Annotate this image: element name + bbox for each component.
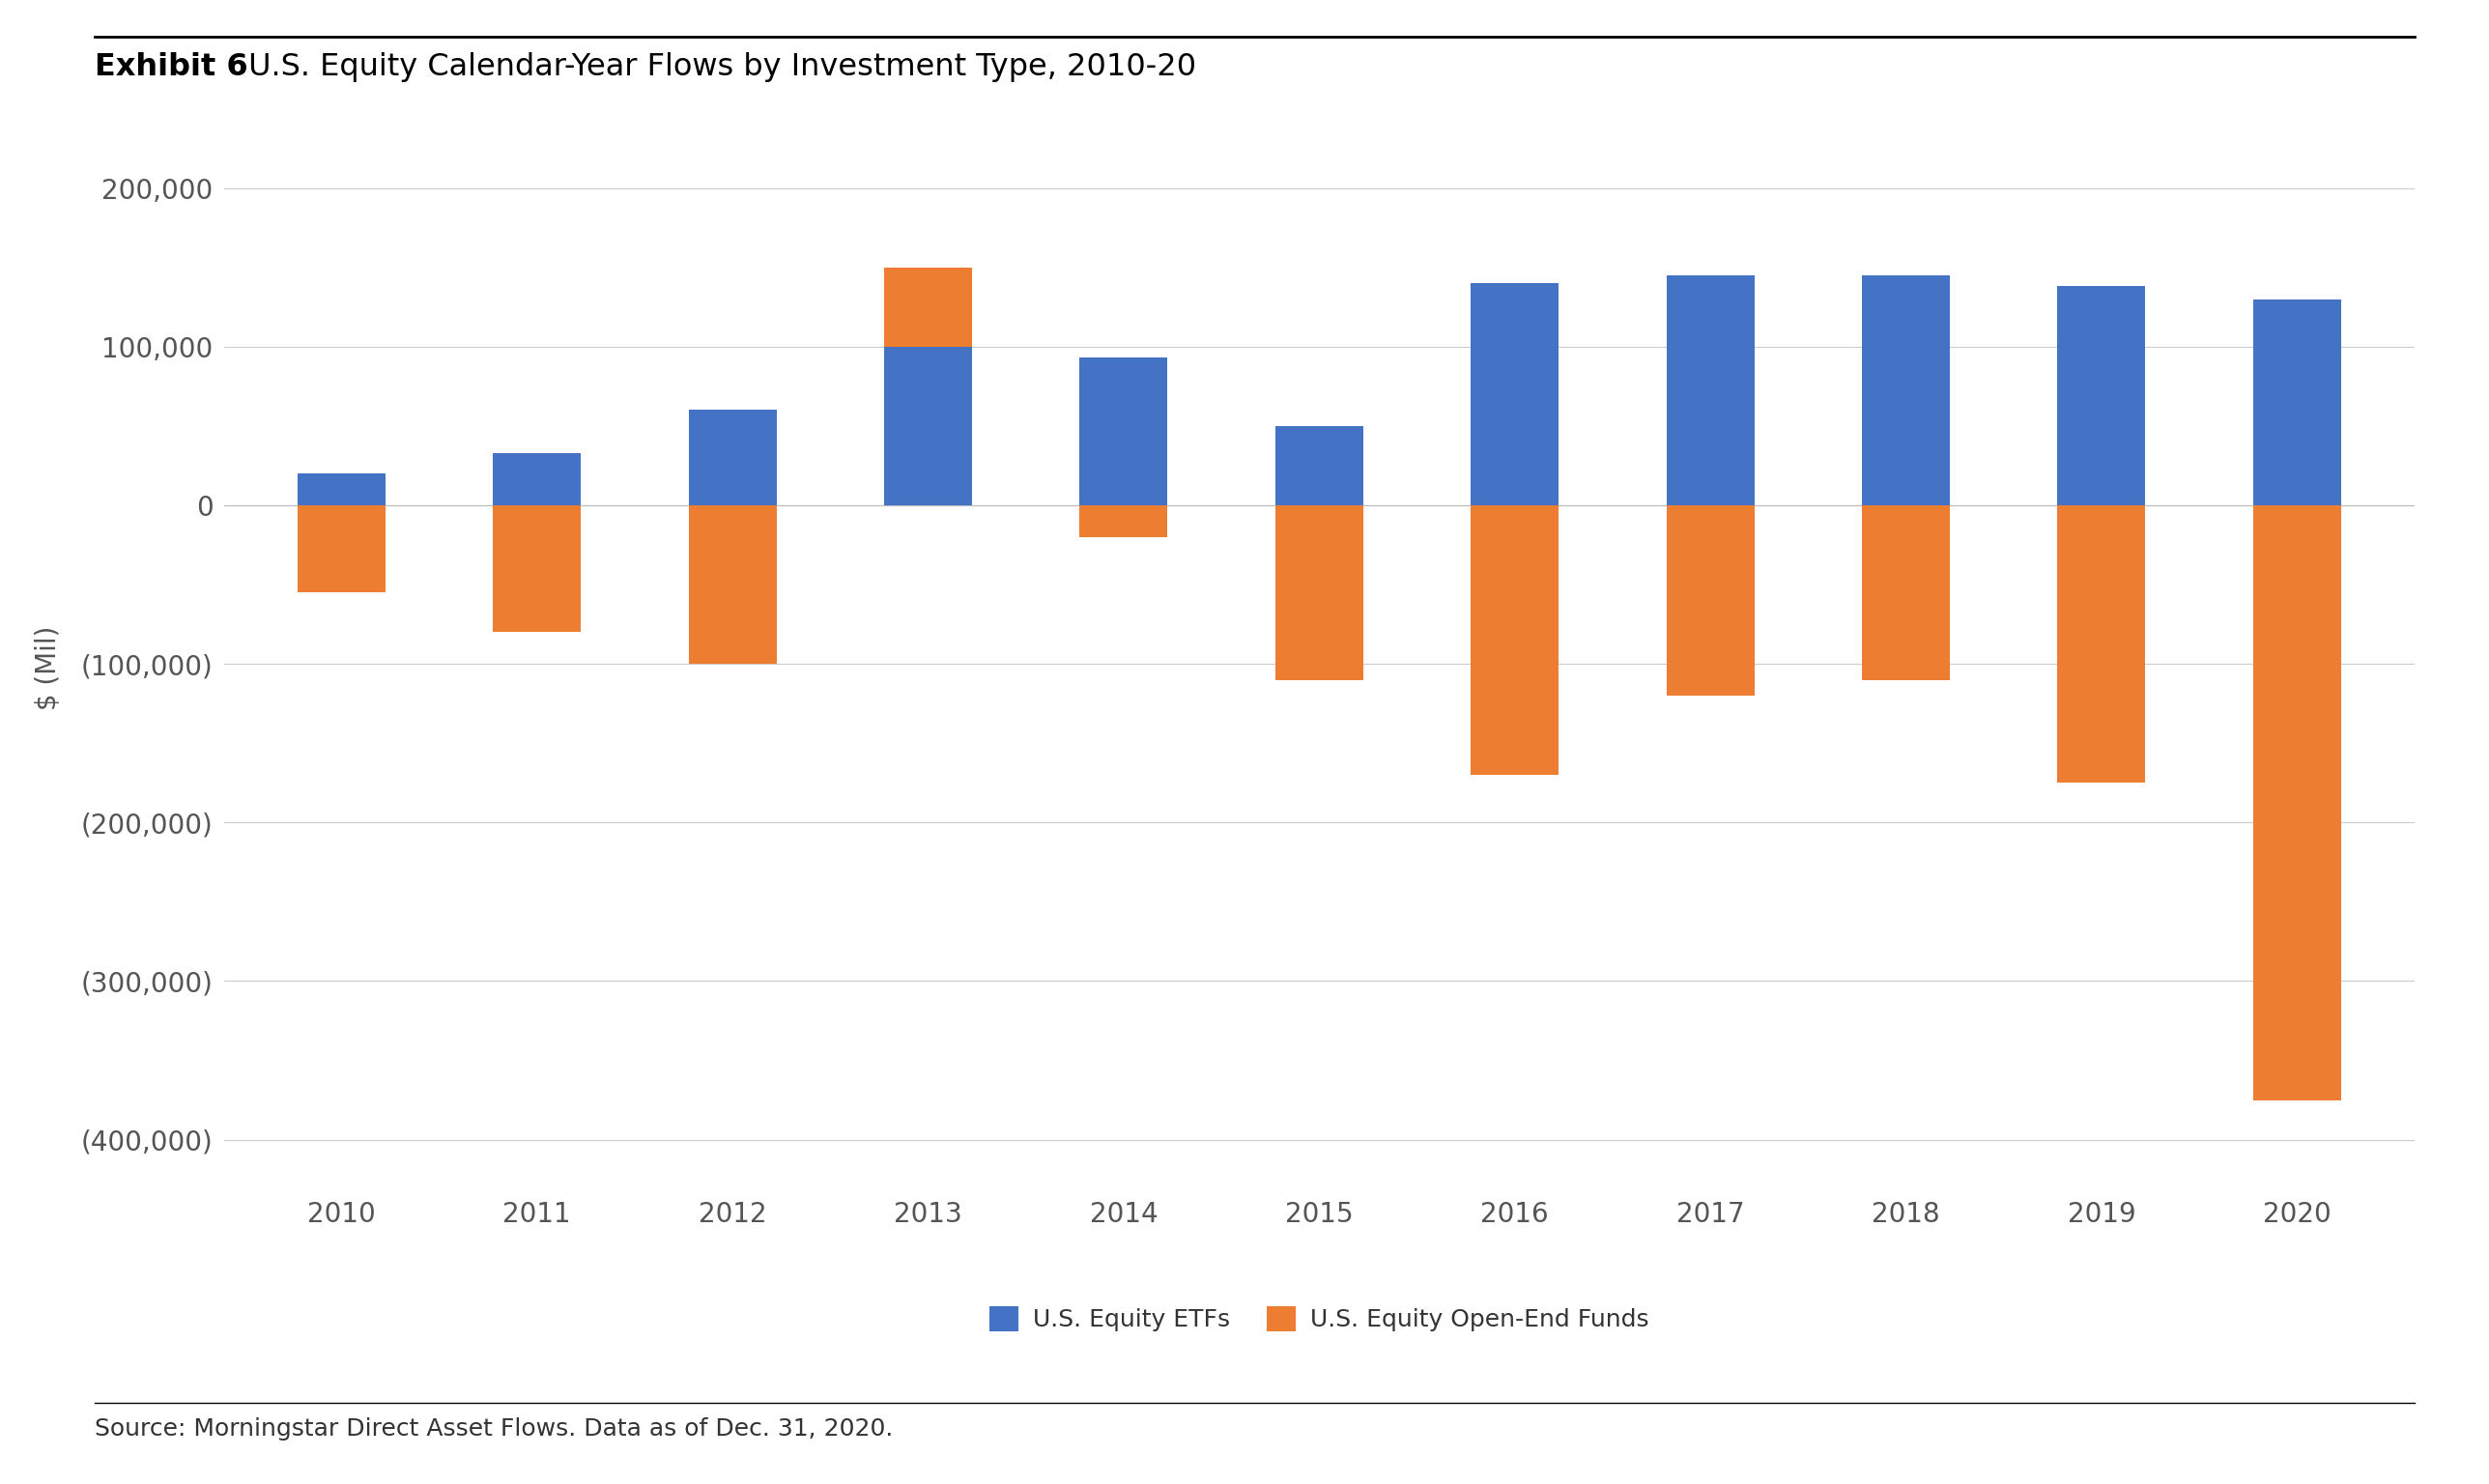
Bar xyxy=(493,505,580,632)
Bar xyxy=(296,473,386,505)
Bar xyxy=(1665,505,1755,696)
Legend: U.S. Equity ETFs, U.S. Equity Open-End Funds: U.S. Equity ETFs, U.S. Equity Open-End F… xyxy=(981,1297,1658,1342)
Bar xyxy=(1471,505,1558,775)
Bar xyxy=(1274,505,1364,680)
Text: U.S. Equity Calendar-Year Flows by Investment Type, 2010-20: U.S. Equity Calendar-Year Flows by Inves… xyxy=(239,52,1197,82)
Bar xyxy=(1080,505,1167,537)
Bar xyxy=(689,410,777,505)
Bar xyxy=(1471,283,1558,505)
Bar xyxy=(689,505,777,663)
Bar xyxy=(2253,505,2342,1100)
Bar xyxy=(296,505,386,592)
Bar xyxy=(2253,300,2342,505)
Bar xyxy=(2058,286,2146,505)
Bar xyxy=(1274,426,1364,505)
Text: Source: Morningstar Direct Asset Flows. Data as of Dec. 31, 2020.: Source: Morningstar Direct Asset Flows. … xyxy=(95,1417,894,1441)
Bar xyxy=(2058,505,2146,782)
Bar xyxy=(1862,275,1949,505)
Bar xyxy=(884,267,973,347)
Bar xyxy=(493,453,580,505)
Bar xyxy=(1080,358,1167,505)
Y-axis label: $ (Mil): $ (Mil) xyxy=(35,626,62,709)
Bar xyxy=(1665,275,1755,505)
Bar xyxy=(884,347,973,505)
Bar xyxy=(1862,505,1949,680)
Text: Exhibit 6: Exhibit 6 xyxy=(95,52,249,82)
